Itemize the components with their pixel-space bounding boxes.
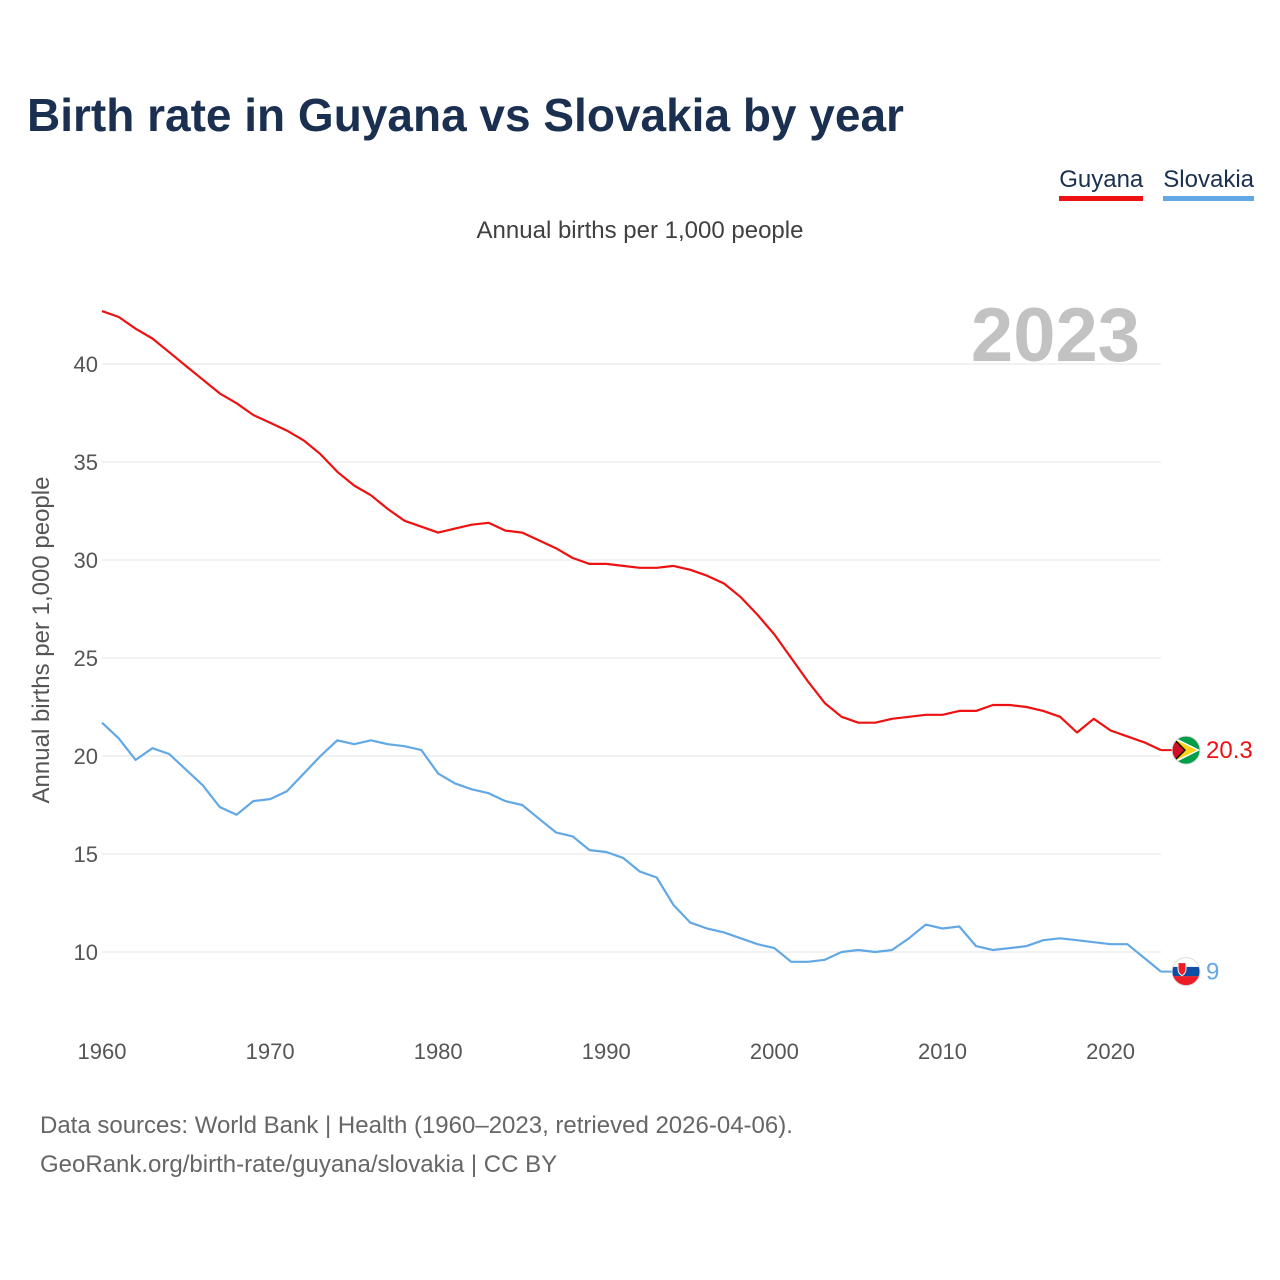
y-tick-label-20: 20 xyxy=(74,744,98,769)
series-end-markers: 20.39 xyxy=(1161,735,1253,987)
legend-item-guyana[interactable]: Guyana xyxy=(1059,166,1144,201)
x-tick-label-2010: 2010 xyxy=(918,1039,967,1064)
y-tick-label-40: 40 xyxy=(74,352,98,377)
data-source-note: Data sources: World Bank | Health (1960–… xyxy=(40,1112,793,1139)
series-line-slovakia xyxy=(101,721,1162,973)
y-tick-label-10: 10 xyxy=(74,940,98,965)
series-lines xyxy=(101,310,1162,973)
source-url: GeoRank.org/birth-rate/guyana/slovakia |… xyxy=(40,1151,558,1178)
x-tick-label-2020: 2020 xyxy=(1086,1039,1135,1064)
x-tick-label-1980: 1980 xyxy=(414,1039,463,1064)
legend-item-slovakia[interactable]: Slovakia xyxy=(1163,166,1254,201)
chart-subtitle: Annual births per 1,000 people xyxy=(476,217,804,244)
chart-title: Birth rate in Guyana vs Slovakia by year xyxy=(27,89,904,141)
x-tick-label-1990: 1990 xyxy=(582,1039,631,1064)
end-value-label-guyana: 20.3 xyxy=(1206,737,1253,764)
x-tick-label-2000: 2000 xyxy=(750,1039,799,1064)
x-tick-label-1970: 1970 xyxy=(246,1039,295,1064)
y-tick-label-25: 25 xyxy=(74,646,98,671)
x-axis-ticks: 1960 1970 1980 1990 2000 2010 2020 xyxy=(78,1039,1136,1064)
current-year-label: 2023 xyxy=(971,293,1140,378)
end-value-label-slovakia: 9 xyxy=(1206,959,1219,986)
legend: Guyana Slovakia xyxy=(1059,166,1254,201)
flag-guyana-icon xyxy=(1171,735,1201,765)
footer: Data sources: World Bank | Health (1960–… xyxy=(40,1106,793,1184)
x-tick-label-1960: 1960 xyxy=(78,1039,127,1064)
series-line-guyana xyxy=(101,310,1162,752)
y-tick-label-30: 30 xyxy=(74,548,98,573)
y-axis-ticks: 10 15 20 25 30 35 40 xyxy=(74,352,98,965)
y-tick-label-15: 15 xyxy=(74,842,98,867)
y-tick-label-35: 35 xyxy=(74,450,98,475)
flag-slovakia-icon xyxy=(1171,957,1201,987)
gridlines xyxy=(102,363,1161,953)
